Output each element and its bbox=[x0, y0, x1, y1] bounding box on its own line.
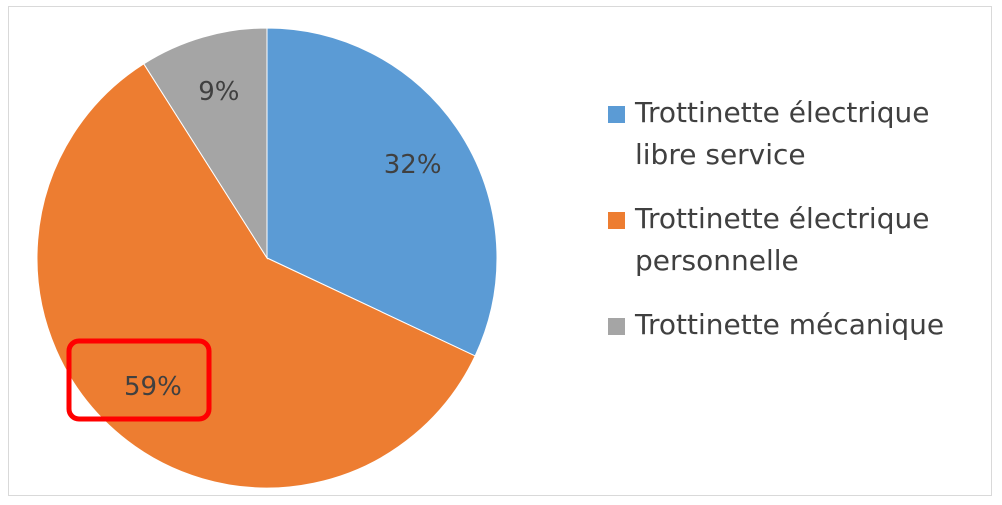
data-label: 9% bbox=[198, 77, 239, 107]
data-label: 32% bbox=[384, 150, 442, 180]
legend-swatch bbox=[608, 106, 625, 123]
legend-label: Trottinette mécanique bbox=[635, 308, 945, 341]
pie-slice bbox=[143, 27, 268, 260]
pie-slice bbox=[36, 63, 476, 489]
legend-item: Trottinette mécanique bbox=[608, 304, 968, 346]
legend-swatch bbox=[608, 318, 625, 335]
chart-border bbox=[8, 6, 992, 496]
legend-item: Trottinette électrique libre service bbox=[608, 92, 968, 176]
legend-item: Trottinette électrique personnelle bbox=[608, 198, 968, 282]
highlight-box bbox=[66, 338, 212, 422]
pie-slice bbox=[266, 27, 498, 357]
legend-label: Trottinette électrique personnelle bbox=[635, 202, 930, 277]
data-label: 59% bbox=[124, 372, 182, 402]
legend-label: Trottinette électrique libre service bbox=[635, 96, 930, 171]
legend: Trottinette électrique libre service Trot… bbox=[608, 92, 968, 368]
legend-swatch bbox=[608, 212, 625, 229]
